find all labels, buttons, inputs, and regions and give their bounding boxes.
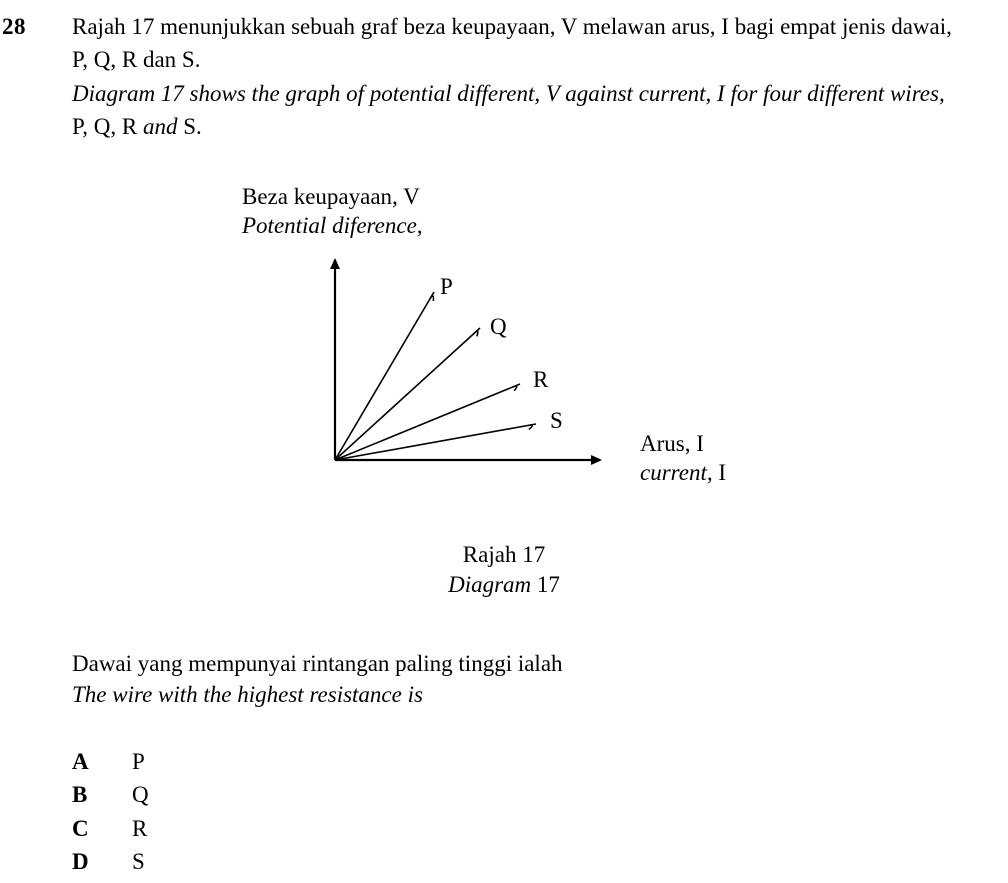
question-en-line2: P, Q, R and S. (72, 110, 1002, 143)
prompt-en: The wire with the highest resistance is (72, 679, 563, 710)
line-label-s: S (550, 404, 563, 437)
option-d[interactable]: D S (72, 845, 149, 878)
figure-caption-en-word: Diagram (448, 572, 531, 597)
y-axis-label: Beza keupayaan, V Potential diference, (242, 183, 423, 241)
question-en-line2-prefix: P, Q, R (72, 114, 143, 139)
option-letter: B (72, 778, 132, 811)
question-en-line2-suffix: S. (183, 114, 202, 139)
question-number: 28 (2, 10, 26, 43)
page: 28 Rajah 17 menunjukkan sebuah graf beza… (0, 0, 1008, 883)
x-axis-label-ms: Arus, I (640, 430, 726, 459)
option-c[interactable]: C R (72, 812, 149, 845)
option-value: P (132, 745, 145, 778)
line-label-p: P (440, 270, 453, 303)
figure-caption: Rajah 17 Diagram 17 (0, 540, 1008, 600)
question-text: Rajah 17 menunjukkan sebuah graf beza ke… (72, 10, 1002, 143)
option-value: S (132, 845, 145, 878)
question-ms-line2: P, Q, R dan S. (72, 43, 1002, 76)
prompt: Dawai yang mempunyai rintangan paling ti… (72, 648, 563, 710)
x-axis-label: Arus, I current, I (640, 430, 726, 488)
y-axis-label-en: Potential diference, (242, 212, 423, 241)
question-en-line1: Diagram 17 shows the graph of potential … (72, 77, 1002, 110)
x-axis-label-en-word: current, (640, 460, 713, 485)
x-axis-label-en: current, I (640, 459, 726, 488)
question-ms-line1: Rajah 17 menunjukkan sebuah graf beza ke… (72, 10, 1002, 43)
question-en-line2-and: and (143, 114, 183, 139)
prompt-ms: Dawai yang mempunyai rintangan paling ti… (72, 648, 563, 679)
option-letter: C (72, 812, 132, 845)
option-a[interactable]: A P (72, 745, 149, 778)
option-letter: D (72, 845, 132, 878)
option-letter: A (72, 745, 132, 778)
option-b[interactable]: B Q (72, 778, 149, 811)
figure-caption-ms: Rajah 17 (0, 540, 1008, 570)
line-label-q: Q (490, 310, 507, 343)
line-label-r: R (533, 363, 548, 396)
answer-options: A P B Q C R D S (72, 745, 149, 878)
figure-caption-en: Diagram 17 (0, 570, 1008, 600)
option-value: R (132, 812, 147, 845)
y-axis-label-ms: Beza keupayaan, V (242, 183, 423, 212)
option-value: Q (132, 778, 149, 811)
